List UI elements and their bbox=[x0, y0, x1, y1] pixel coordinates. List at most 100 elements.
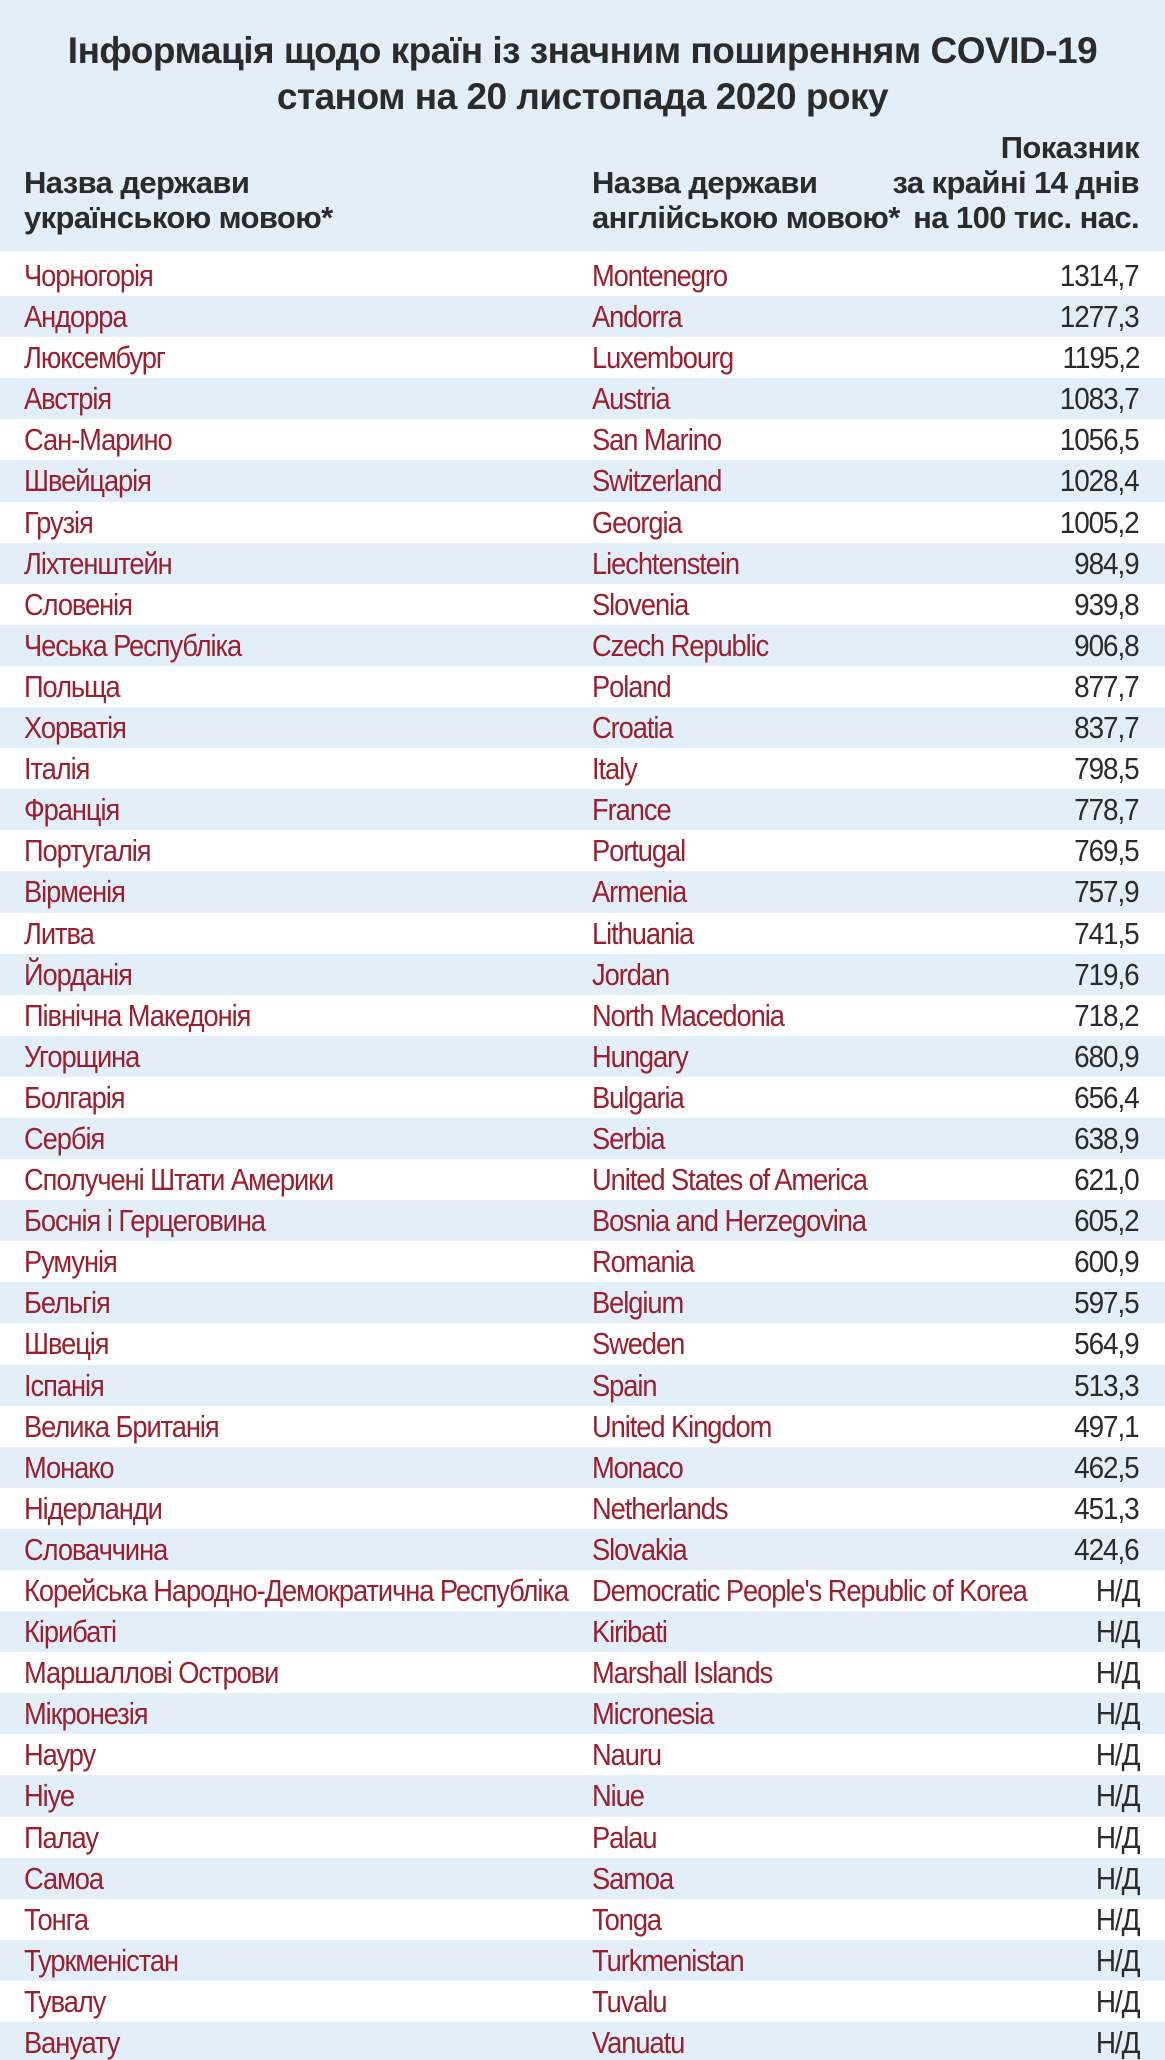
country-name-ukrainian: Чорногорія bbox=[24, 258, 154, 293]
incidence-value: 564,9 bbox=[1074, 1326, 1140, 1362]
country-name-english: Belgium bbox=[592, 1285, 684, 1321]
country-name-ukrainian: Тонга bbox=[24, 1901, 89, 1937]
country-name-english: Austria bbox=[592, 381, 671, 417]
country-name-ukrainian: Іспанія bbox=[24, 1367, 105, 1403]
column-header-english: Назва держави англійською мовою* bbox=[592, 165, 900, 235]
country-name-ukrainian: Болгарія bbox=[24, 1079, 126, 1115]
country-name-english: Tonga bbox=[592, 1901, 662, 1937]
country-name-ukrainian: Нідерланди bbox=[24, 1490, 163, 1526]
incidence-value: Н/Д bbox=[1095, 2025, 1140, 2060]
country-name-english: Czech Republic bbox=[592, 627, 769, 663]
country-name-ukrainian: Сан-Марино bbox=[24, 422, 173, 458]
country-name-ukrainian: Самоа bbox=[24, 1860, 104, 1896]
incidence-value: 513,3 bbox=[1074, 1367, 1140, 1403]
incidence-value: 600,9 bbox=[1074, 1244, 1140, 1280]
country-name-ukrainian: Боснія і Герцеговина bbox=[24, 1203, 266, 1239]
country-name-english: Democratic People's Republic of Korea bbox=[592, 1573, 1028, 1608]
incidence-value: 1277,3 bbox=[1060, 299, 1140, 335]
country-name-english: United States of America bbox=[592, 1162, 868, 1198]
country-name-english: Croatia bbox=[592, 710, 674, 746]
country-name-ukrainian: Італія bbox=[24, 751, 90, 787]
country-name-english: Slovenia bbox=[592, 586, 689, 622]
table-row: Люксембург Luxembourg 1195,2 bbox=[0, 337, 1165, 378]
country-name-english: Portugal bbox=[592, 833, 686, 869]
table-row: Самоа Samoa Н/Д bbox=[0, 1857, 1165, 1899]
table-row: Монако Monaco 462,5 bbox=[0, 1446, 1165, 1488]
incidence-value: 1083,7 bbox=[1060, 381, 1140, 417]
column-header-english-line-1: Назва держави bbox=[592, 165, 818, 200]
incidence-value: 757,9 bbox=[1074, 874, 1140, 910]
incidence-value: 778,7 bbox=[1074, 792, 1140, 828]
column-header-ukrainian-line-1: Назва держави bbox=[24, 165, 250, 200]
country-name-english: Luxembourg bbox=[592, 340, 734, 376]
table-row: Тонга Tonga Н/Д bbox=[0, 1899, 1165, 1940]
table-row: Науру Nauru Н/Д bbox=[0, 1734, 1165, 1775]
page-title: Інформація щодо країн із значним поширен… bbox=[0, 28, 1165, 120]
table-row: Хорватія Croatia 837,7 bbox=[0, 707, 1165, 749]
country-name-ukrainian: Польща bbox=[24, 668, 121, 704]
country-name-ukrainian: Австрія bbox=[24, 381, 112, 417]
table-body: Чорногорія Montenegro 1314,7 Андорра Andorra… bbox=[0, 255, 1165, 2060]
country-name-ukrainian: Корейська Народно-Демократична Республік… bbox=[24, 1573, 569, 1608]
country-name-english: Bosnia and Herzegovina bbox=[592, 1203, 867, 1239]
country-name-ukrainian: Грузія bbox=[24, 504, 94, 540]
country-name-ukrainian: Вануату bbox=[24, 2025, 120, 2060]
country-name-english: Turkmenistan bbox=[592, 1942, 745, 1978]
incidence-value: Н/Д bbox=[1095, 1901, 1140, 1937]
table-row: Мікронезія Micronesia Н/Д bbox=[0, 1693, 1165, 1735]
country-name-english: United Kingdom bbox=[592, 1408, 772, 1444]
country-name-ukrainian: Тувалу bbox=[24, 1983, 106, 2019]
country-name-ukrainian: Люксембург bbox=[24, 340, 166, 376]
table-row: Словенія Slovenia 939,8 bbox=[0, 584, 1165, 625]
country-name-english: Slovakia bbox=[592, 1531, 688, 1567]
column-header-ukrainian: Назва держави українською мовою* bbox=[24, 165, 333, 235]
incidence-value: Н/Д bbox=[1095, 1573, 1140, 1608]
country-name-ukrainian: Румунія bbox=[24, 1244, 118, 1280]
table-row: Сполучені Штати Америки United States of … bbox=[0, 1159, 1165, 1200]
table-row: Йорданія Jordan 719,6 bbox=[0, 953, 1165, 995]
country-name-ukrainian: Сербія bbox=[24, 1120, 105, 1156]
country-name-english: Nauru bbox=[592, 1737, 662, 1773]
column-header-value-line-1: Показник bbox=[1000, 130, 1140, 165]
incidence-value: 798,5 bbox=[1074, 751, 1140, 787]
country-name-ukrainian: Словенія bbox=[24, 586, 133, 622]
country-name-english: Liechtenstein bbox=[592, 545, 740, 581]
country-name-ukrainian: Швеція bbox=[24, 1326, 110, 1362]
country-name-english: Micronesia bbox=[592, 1696, 714, 1732]
country-name-ukrainian: Португалія bbox=[24, 833, 152, 869]
country-name-ukrainian: Андорра bbox=[24, 299, 128, 335]
country-name-english: Georgia bbox=[592, 504, 683, 540]
table-row: Ліхтенштейн Liechtenstein 984,9 bbox=[0, 542, 1165, 584]
table-row: Словаччина Slovakia 424,6 bbox=[0, 1528, 1165, 1570]
table-row: Корейська Народно-Демократична Республік… bbox=[0, 1570, 1165, 1611]
incidence-value: 451,3 bbox=[1074, 1490, 1140, 1526]
country-name-english: Poland bbox=[592, 668, 672, 704]
table-row: Іспанія Spain 513,3 bbox=[0, 1364, 1165, 1406]
country-name-english: Niue bbox=[592, 1778, 645, 1814]
country-name-english: Samoa bbox=[592, 1860, 674, 1896]
country-name-ukrainian: Кірибаті bbox=[24, 1614, 117, 1650]
incidence-value: 621,0 bbox=[1074, 1162, 1140, 1198]
table-row: Польща Poland 877,7 bbox=[0, 666, 1165, 707]
incidence-value: Н/Д bbox=[1095, 1942, 1140, 1978]
column-header-value: Показник за крайні 14 днів на 100 тис. н… bbox=[892, 130, 1139, 235]
table-row: Чеська Республіка Czech Republic 906,8 bbox=[0, 624, 1165, 666]
country-name-english: Hungary bbox=[592, 1038, 689, 1074]
country-name-ukrainian: Йорданія bbox=[24, 956, 133, 992]
country-name-ukrainian: Палау bbox=[24, 1819, 99, 1855]
incidence-value: Н/Д bbox=[1095, 1778, 1140, 1814]
country-name-ukrainian: Литва bbox=[24, 915, 95, 951]
incidence-value: Н/Д bbox=[1095, 1860, 1140, 1896]
country-name-ukrainian: Угорщина bbox=[24, 1038, 140, 1074]
country-name-english: Jordan bbox=[592, 956, 670, 992]
incidence-value: Н/Д bbox=[1095, 1983, 1140, 2019]
table-row: Палау Palau Н/Д bbox=[0, 1817, 1165, 1858]
country-name-english: Bulgaria bbox=[592, 1079, 685, 1115]
table-row: Угорщина Hungary 680,9 bbox=[0, 1035, 1165, 1077]
table-header: Інформація щодо країн із значним поширен… bbox=[0, 0, 1165, 251]
table-row: Швеція Sweden 564,9 bbox=[0, 1323, 1165, 1364]
incidence-value: Н/Д bbox=[1095, 1614, 1140, 1650]
incidence-value: 1028,4 bbox=[1060, 463, 1140, 499]
country-name-english: Vanuatu bbox=[592, 2025, 685, 2060]
country-name-english: Netherlands bbox=[592, 1490, 729, 1526]
